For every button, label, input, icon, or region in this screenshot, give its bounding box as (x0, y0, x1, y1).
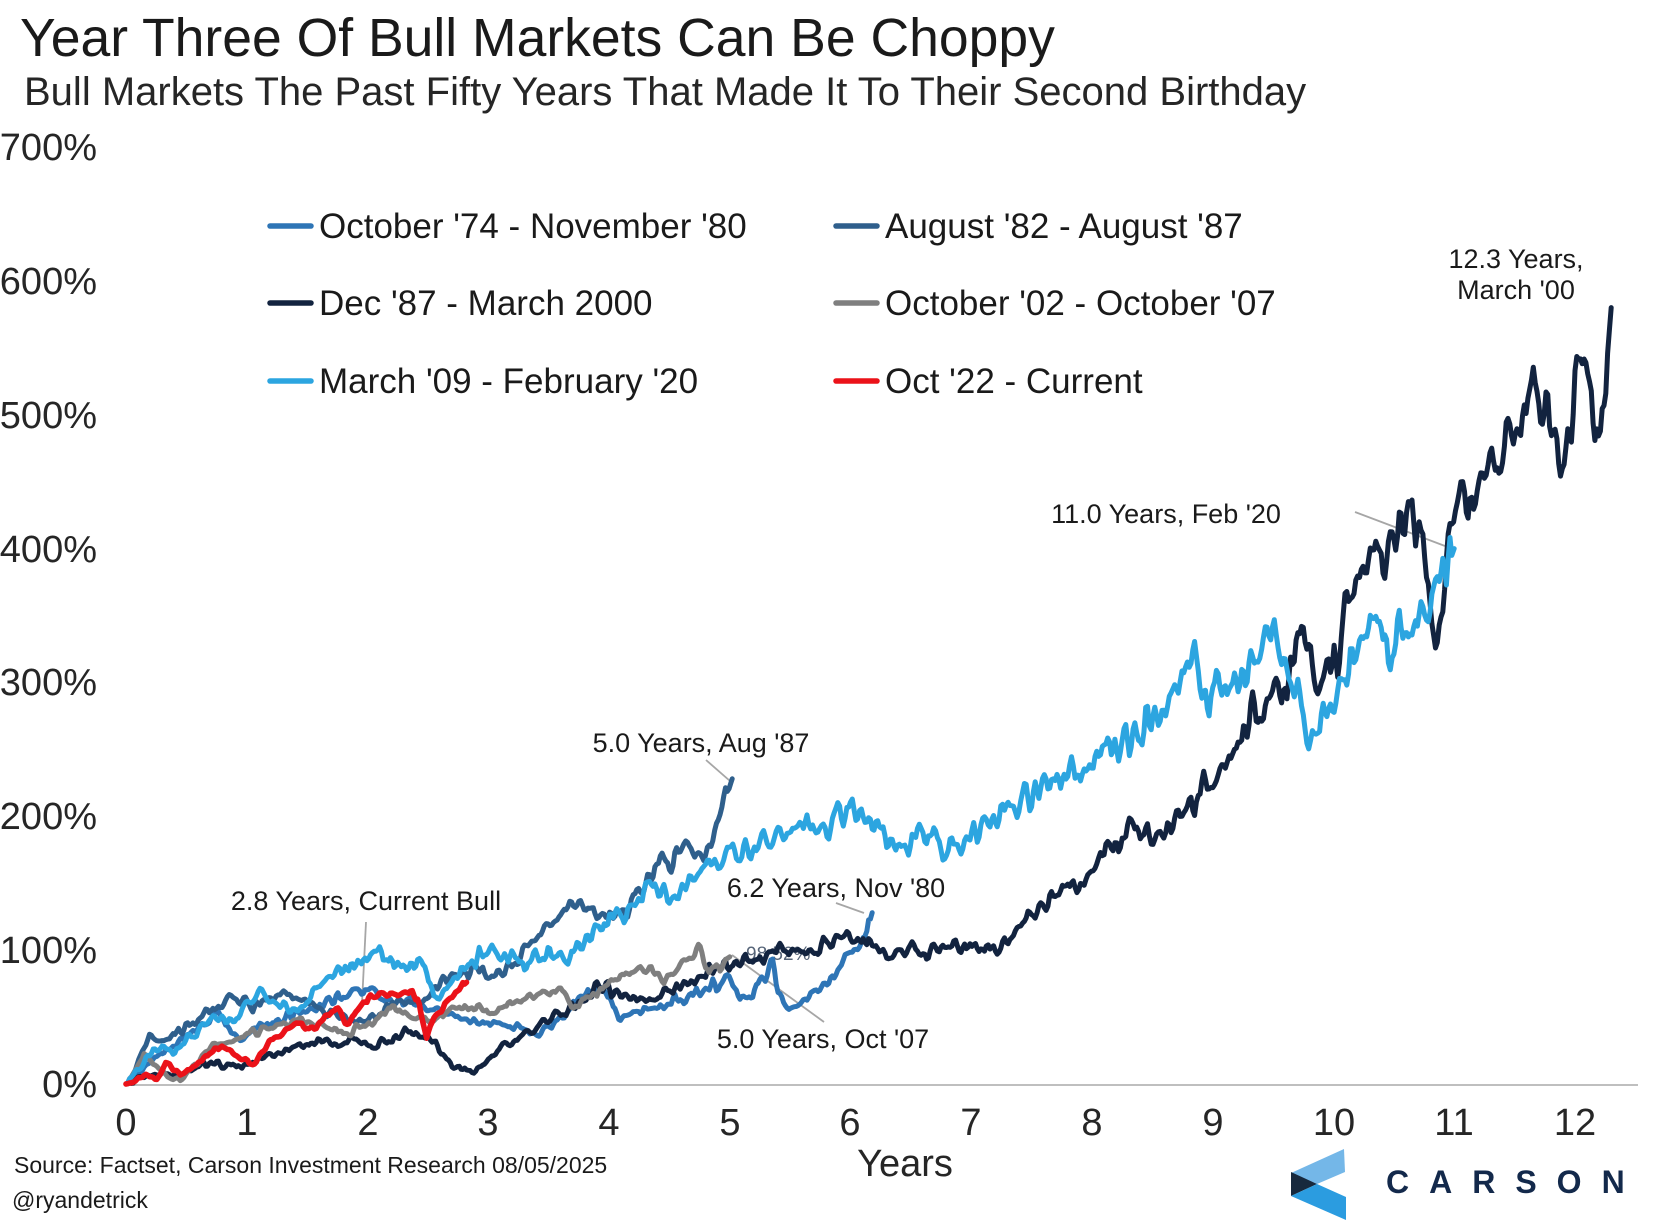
svg-text:500%: 500% (0, 395, 97, 437)
svg-text:March '09 - February '20: March '09 - February '20 (319, 362, 698, 401)
svg-text:CARSON: CARSON (1386, 1164, 1645, 1200)
svg-text:5: 5 (719, 1102, 740, 1144)
svg-text:3: 3 (477, 1102, 498, 1144)
svg-text:Dec '87 - March 2000: Dec '87 - March 2000 (319, 284, 653, 323)
svg-text:11: 11 (1434, 1102, 1473, 1144)
svg-text:Source: Factset, Carson Invest: Source: Factset, Carson Investment Resea… (14, 1152, 607, 1178)
svg-text:6.2 Years, Nov '80: 6.2 Years, Nov '80 (727, 873, 945, 903)
svg-text:@ryandetrick: @ryandetrick (12, 1187, 148, 1213)
svg-text:October '02 - October '07: October '02 - October '07 (885, 284, 1276, 323)
svg-text:100%: 100% (0, 930, 97, 972)
svg-text:Year Three Of Bull Markets Can: Year Three Of Bull Markets Can Be Choppy (20, 9, 1055, 68)
svg-text:August '82 - August '87: August '82 - August '87 (885, 207, 1243, 246)
svg-text:7: 7 (960, 1102, 981, 1144)
svg-text:200%: 200% (0, 796, 97, 838)
svg-text:Oct '22 - Current: Oct '22 - Current (885, 362, 1143, 401)
svg-text:2.8 Years, Current Bull: 2.8 Years, Current Bull (231, 886, 501, 916)
svg-text:5.0 Years, Oct '07: 5.0 Years, Oct '07 (717, 1024, 929, 1054)
svg-text:4: 4 (598, 1102, 619, 1144)
svg-text:11.0 Years, Feb '20: 11.0 Years, Feb '20 (1051, 499, 1281, 529)
svg-text:12: 12 (1554, 1102, 1596, 1144)
svg-text:0: 0 (115, 1102, 136, 1144)
svg-text:10: 10 (1313, 1102, 1355, 1144)
svg-text:March '00: March '00 (1457, 275, 1575, 305)
svg-text:400%: 400% (0, 529, 97, 571)
svg-text:Years: Years (857, 1143, 953, 1185)
svg-text:October '74 - November '80: October '74 - November '80 (319, 207, 747, 246)
svg-text:1: 1 (236, 1102, 257, 1144)
svg-text:6: 6 (839, 1102, 860, 1144)
svg-text:300%: 300% (0, 662, 97, 704)
svg-text:9: 9 (1202, 1102, 1223, 1144)
svg-text:0%: 0% (42, 1064, 97, 1106)
svg-text:700%: 700% (0, 127, 97, 169)
svg-text:5.0 Years, Aug '87: 5.0 Years, Aug '87 (593, 728, 810, 758)
svg-text:12.3 Years,: 12.3 Years, (1448, 244, 1583, 274)
svg-text:8: 8 (1081, 1102, 1102, 1144)
svg-text:Bull Markets The Past Fifty Ye: Bull Markets The Past Fifty Years That M… (24, 70, 1306, 114)
svg-text:600%: 600% (0, 261, 97, 303)
svg-text:2: 2 (357, 1102, 378, 1144)
